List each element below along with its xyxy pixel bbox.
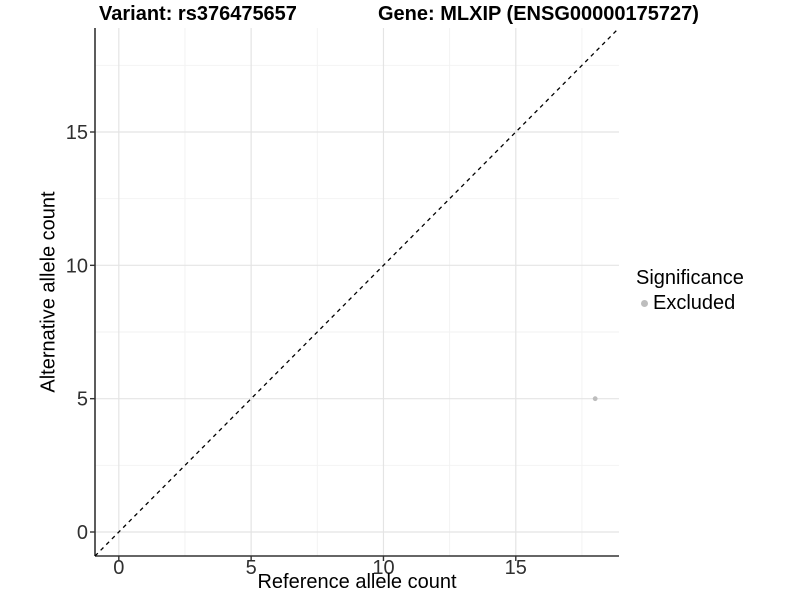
data-point <box>592 396 598 402</box>
y-tick-label: 10 <box>66 255 88 277</box>
x-tick-label: 0 <box>113 557 124 579</box>
legend-item-label: Excluded <box>653 292 736 314</box>
legend-item-excluded: Excluded <box>636 292 744 314</box>
y-tick-label: 15 <box>66 122 88 144</box>
legend: Significance Excluded <box>636 266 744 314</box>
plot-title-variant: Variant: rs376475657 <box>99 3 297 25</box>
y-axis-title: Alternative allele count <box>37 191 60 393</box>
x-tick-label: 10 <box>372 557 394 579</box>
plot-title-gene: Gene: MLXIP (ENSG00000175727) <box>378 3 699 25</box>
y-tick-label: 5 <box>77 389 88 411</box>
legend-title: Significance <box>636 267 744 289</box>
identity-dashed-line <box>94 27 620 557</box>
x-tick-label: 5 <box>246 557 257 579</box>
x-axis-title: Reference allele count <box>257 571 457 593</box>
x-tick-label: 15 <box>505 557 527 579</box>
y-tick-label: 0 <box>77 522 88 544</box>
legend-key-dot-icon <box>641 299 648 307</box>
